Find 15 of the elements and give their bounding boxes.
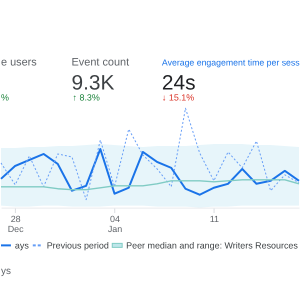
text: Average engagement time per sess bbox=[162, 58, 300, 68]
text: ys bbox=[0, 266, 11, 278]
x-tick-label: 11 bbox=[210, 214, 220, 224]
text: 9.3K bbox=[72, 71, 115, 94]
text: e users bbox=[0, 56, 38, 69]
text: % bbox=[0, 92, 9, 102]
text: 24s bbox=[162, 71, 196, 94]
text: ↓ 15.1% bbox=[162, 92, 194, 102]
legend-label: ays bbox=[14, 240, 30, 250]
x-tick-label: 04 Jan bbox=[108, 214, 122, 234]
x-tick-label: 28 Dec bbox=[8, 214, 24, 234]
text: ↑ 8.3% bbox=[72, 92, 100, 102]
text: Event count bbox=[72, 56, 130, 69]
legend-label: Peer median and range: Writers Resources bbox=[126, 240, 298, 250]
legend-label: Previous period bbox=[46, 240, 109, 250]
